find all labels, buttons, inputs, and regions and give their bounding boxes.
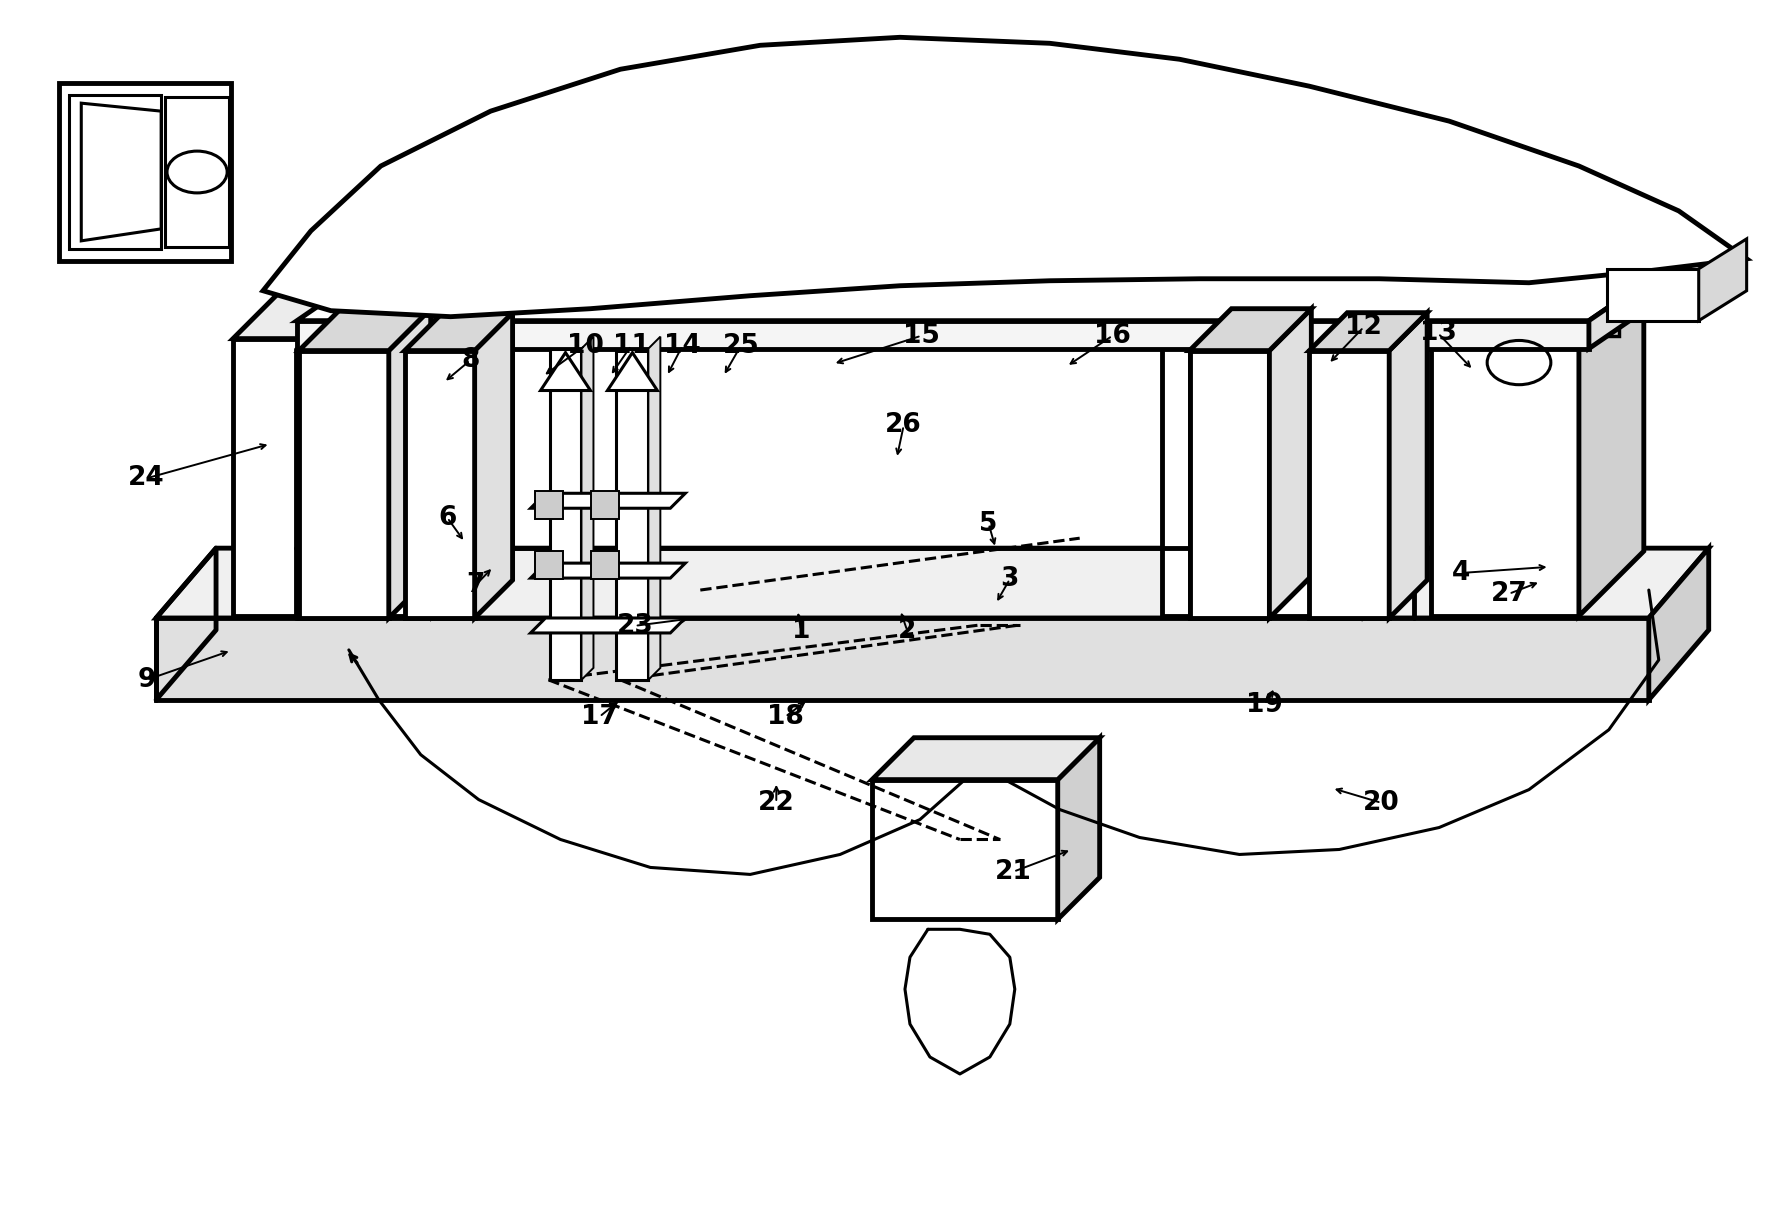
Polygon shape bbox=[1579, 244, 1644, 616]
Text: 22: 22 bbox=[758, 790, 794, 816]
Polygon shape bbox=[1189, 309, 1311, 351]
Text: 16: 16 bbox=[1093, 323, 1131, 349]
Polygon shape bbox=[872, 780, 1058, 919]
Polygon shape bbox=[1432, 244, 1644, 309]
Text: 21: 21 bbox=[994, 859, 1031, 885]
Polygon shape bbox=[535, 492, 562, 519]
Polygon shape bbox=[404, 313, 512, 351]
Polygon shape bbox=[617, 349, 649, 680]
Text: 13: 13 bbox=[1419, 320, 1457, 346]
Polygon shape bbox=[298, 272, 1659, 320]
Polygon shape bbox=[82, 103, 161, 240]
Polygon shape bbox=[299, 309, 431, 351]
Text: 23: 23 bbox=[617, 612, 654, 639]
Polygon shape bbox=[1364, 287, 1416, 616]
Text: 8: 8 bbox=[461, 347, 480, 373]
Polygon shape bbox=[234, 339, 432, 616]
Text: 5: 5 bbox=[980, 511, 998, 537]
Polygon shape bbox=[530, 618, 686, 633]
Polygon shape bbox=[592, 551, 620, 579]
Polygon shape bbox=[156, 618, 1648, 700]
Text: 2: 2 bbox=[898, 617, 916, 644]
Polygon shape bbox=[581, 336, 594, 680]
Text: 20: 20 bbox=[1363, 790, 1400, 816]
Polygon shape bbox=[156, 548, 1708, 618]
Text: 9: 9 bbox=[136, 667, 156, 692]
Polygon shape bbox=[1432, 309, 1579, 616]
Text: 7: 7 bbox=[466, 573, 486, 599]
Polygon shape bbox=[298, 320, 1589, 349]
Polygon shape bbox=[58, 84, 230, 261]
Polygon shape bbox=[432, 283, 487, 616]
Text: 17: 17 bbox=[581, 703, 618, 729]
Polygon shape bbox=[1310, 313, 1426, 351]
Text: 15: 15 bbox=[904, 323, 939, 349]
Polygon shape bbox=[1589, 272, 1659, 349]
Polygon shape bbox=[1162, 339, 1364, 616]
Text: 3: 3 bbox=[1001, 567, 1019, 593]
Text: 4: 4 bbox=[1451, 561, 1471, 586]
Polygon shape bbox=[1699, 239, 1747, 320]
Polygon shape bbox=[262, 37, 1747, 317]
Polygon shape bbox=[404, 351, 475, 618]
Text: 12: 12 bbox=[1345, 314, 1382, 340]
Polygon shape bbox=[1648, 548, 1708, 700]
Polygon shape bbox=[1189, 351, 1269, 618]
Polygon shape bbox=[649, 336, 661, 680]
Polygon shape bbox=[388, 309, 431, 618]
Polygon shape bbox=[1162, 287, 1416, 339]
Text: 26: 26 bbox=[886, 413, 921, 439]
Text: 19: 19 bbox=[1246, 691, 1283, 717]
Text: 24: 24 bbox=[128, 466, 165, 492]
Polygon shape bbox=[530, 493, 686, 509]
Polygon shape bbox=[535, 551, 562, 579]
Text: 6: 6 bbox=[438, 505, 457, 531]
Polygon shape bbox=[299, 351, 388, 618]
Polygon shape bbox=[1269, 309, 1311, 618]
Polygon shape bbox=[608, 352, 657, 391]
Text: 14: 14 bbox=[664, 333, 702, 359]
Text: 11: 11 bbox=[613, 333, 650, 359]
Polygon shape bbox=[1058, 738, 1100, 919]
Text: 25: 25 bbox=[723, 333, 758, 359]
Polygon shape bbox=[69, 95, 161, 249]
Text: 27: 27 bbox=[1490, 580, 1527, 607]
Polygon shape bbox=[1607, 269, 1699, 320]
Polygon shape bbox=[549, 349, 581, 680]
Polygon shape bbox=[872, 738, 1100, 780]
Polygon shape bbox=[530, 563, 686, 578]
Text: 10: 10 bbox=[567, 333, 604, 359]
Polygon shape bbox=[1389, 313, 1426, 618]
Polygon shape bbox=[234, 283, 487, 339]
Polygon shape bbox=[592, 492, 620, 519]
Polygon shape bbox=[475, 313, 512, 618]
Polygon shape bbox=[1310, 351, 1389, 618]
Polygon shape bbox=[165, 97, 229, 246]
Text: 1: 1 bbox=[792, 617, 810, 644]
Text: 18: 18 bbox=[767, 703, 803, 729]
Polygon shape bbox=[540, 352, 590, 391]
